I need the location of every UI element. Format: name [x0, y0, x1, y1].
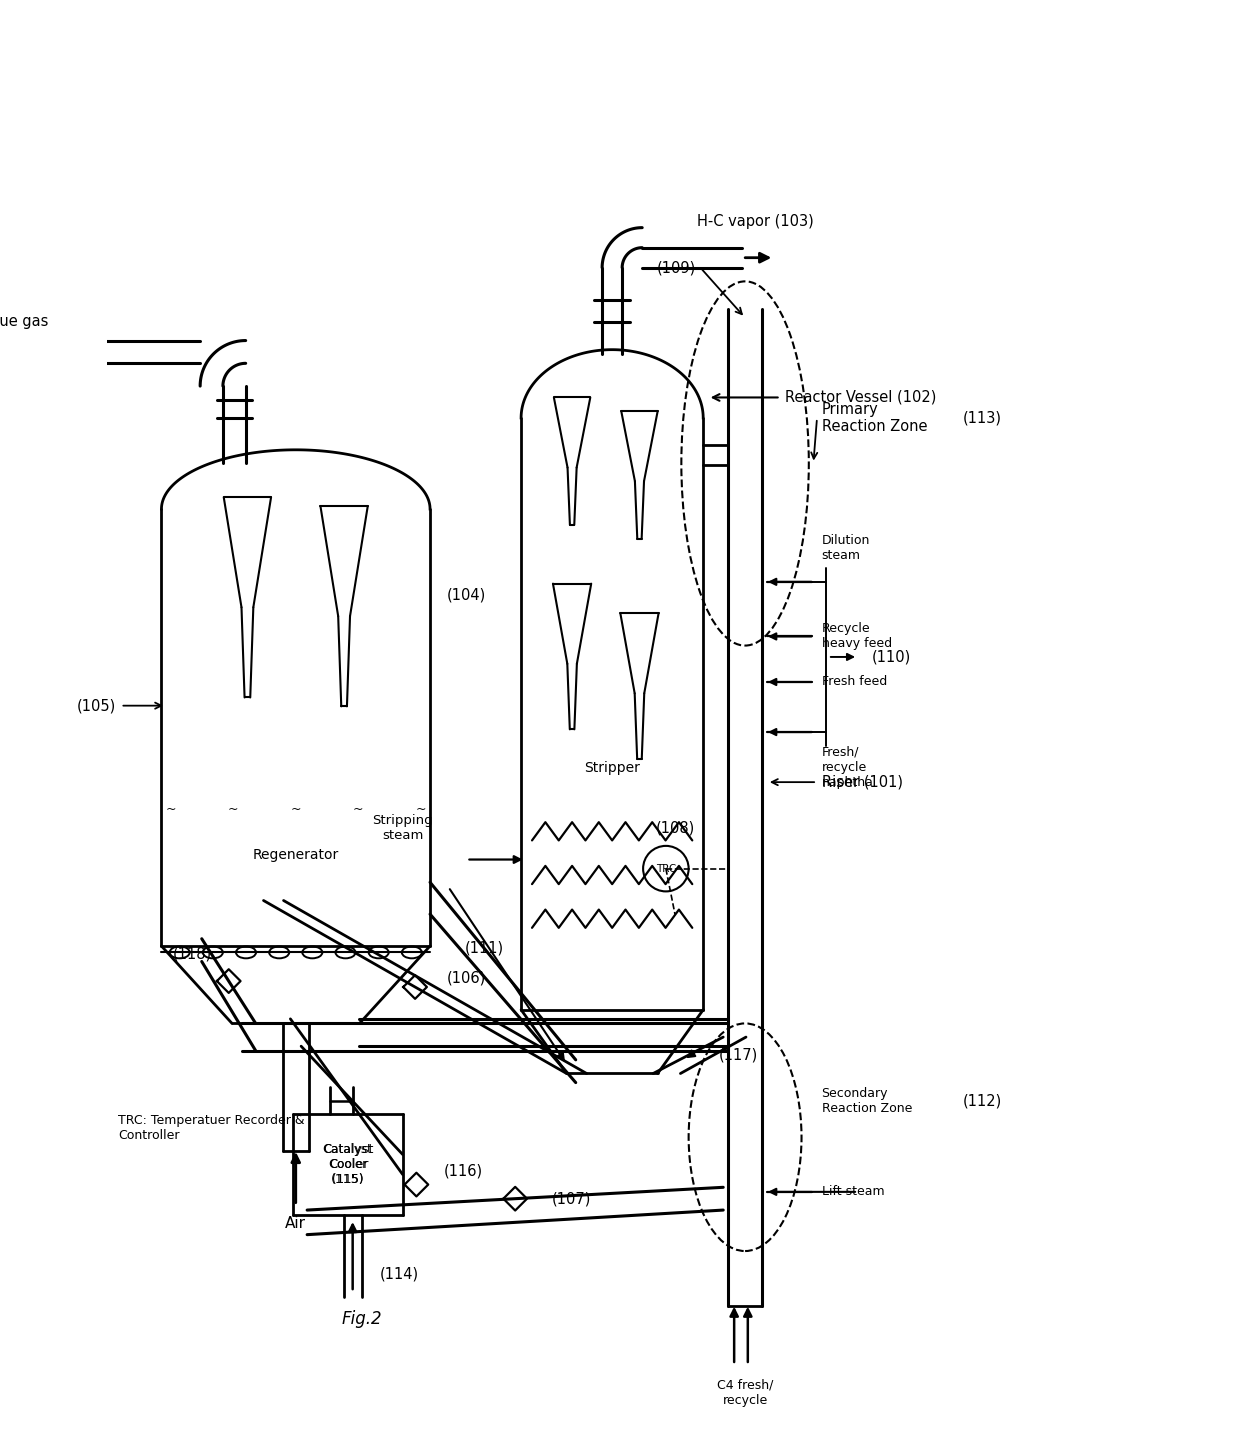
Text: (117): (117) — [719, 1048, 758, 1063]
Text: Stripper: Stripper — [584, 761, 640, 775]
Text: Fresh feed: Fresh feed — [822, 676, 887, 689]
Text: Recycle
heavy feed: Recycle heavy feed — [822, 622, 892, 650]
Text: ~: ~ — [415, 803, 427, 816]
Text: (118): (118) — [172, 946, 212, 962]
Text: Dilution
steam: Dilution steam — [822, 534, 870, 562]
Text: H-C vapor (103): H-C vapor (103) — [697, 215, 813, 230]
Text: (114): (114) — [379, 1266, 419, 1281]
Text: (111): (111) — [465, 941, 505, 956]
Text: (108): (108) — [656, 820, 694, 835]
Text: Secondary
Reaction Zone: Secondary Reaction Zone — [822, 1087, 911, 1115]
Text: Stripping
steam: Stripping steam — [372, 813, 433, 842]
Text: Primary
Reaction Zone: Primary Reaction Zone — [822, 401, 928, 435]
Text: (104): (104) — [446, 588, 486, 604]
Text: (106): (106) — [446, 970, 486, 985]
Text: Reactor Vessel (102): Reactor Vessel (102) — [785, 390, 936, 404]
Text: ~: ~ — [290, 803, 301, 816]
Text: (107): (107) — [552, 1191, 591, 1206]
Text: TRC: Temperatuer Recorder &
Controller: TRC: Temperatuer Recorder & Controller — [118, 1115, 304, 1142]
Text: TRC: TRC — [656, 864, 676, 874]
Text: Flue gas: Flue gas — [0, 315, 48, 329]
Text: Air: Air — [285, 1216, 306, 1232]
Text: Fresh/
recycle
naphtha: Fresh/ recycle naphtha — [822, 745, 873, 788]
Text: Catalyst
Cooler
(115): Catalyst Cooler (115) — [324, 1144, 372, 1186]
Text: (105): (105) — [77, 697, 115, 713]
Text: ~: ~ — [165, 803, 176, 816]
Text: (113): (113) — [962, 410, 1002, 426]
Text: (109): (109) — [657, 260, 696, 276]
Text: Catalyst
Cooler
(115): Catalyst Cooler (115) — [322, 1144, 373, 1186]
Text: (110): (110) — [872, 650, 911, 664]
Text: (112): (112) — [962, 1093, 1002, 1109]
Text: Riser (101): Riser (101) — [822, 774, 903, 790]
Text: Lift steam: Lift steam — [822, 1186, 884, 1199]
Text: ~: ~ — [353, 803, 363, 816]
Text: ~: ~ — [228, 803, 238, 816]
Text: Fig.2: Fig.2 — [341, 1310, 382, 1328]
Text: C4 fresh/
recycle: C4 fresh/ recycle — [717, 1379, 774, 1406]
Text: (116): (116) — [444, 1164, 482, 1178]
Text: Regenerator: Regenerator — [253, 848, 339, 862]
